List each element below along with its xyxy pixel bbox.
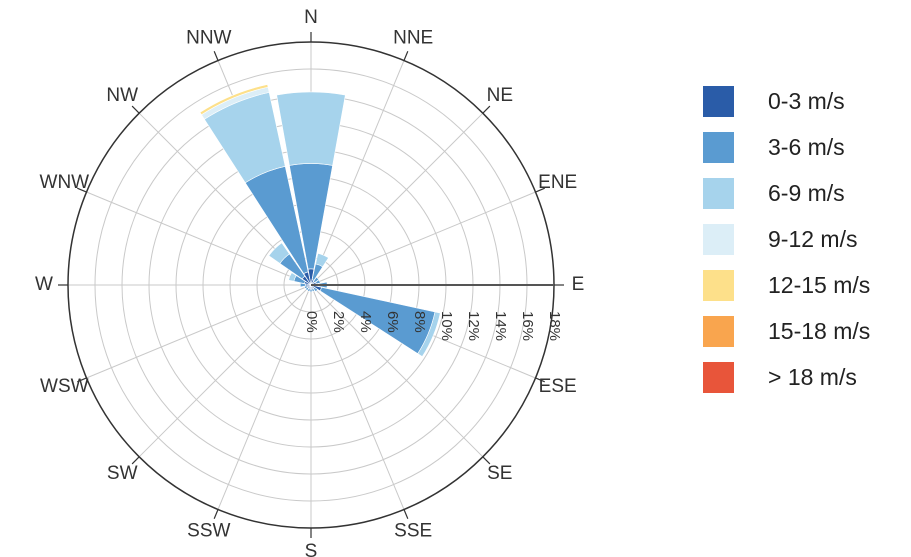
direction-label-nnw: NNW <box>186 27 231 48</box>
legend-label: 9-12 m/s <box>768 226 857 253</box>
legend-label: 3-6 m/s <box>768 134 845 161</box>
radial-tick-label: 8% <box>411 311 428 333</box>
legend-swatch <box>703 224 734 255</box>
legend-item[interactable]: > 18 m/s <box>703 354 870 400</box>
radial-tick-label: 10% <box>438 311 455 341</box>
direction-label-ne: NE <box>487 85 513 106</box>
legend-item[interactable]: 6-9 m/s <box>703 170 870 216</box>
legend-label: 15-18 m/s <box>768 318 870 345</box>
radial-tick-label: 14% <box>492 311 509 341</box>
direction-label-ene: ENE <box>538 172 577 193</box>
direction-label-w: W <box>35 274 53 295</box>
direction-label-e: E <box>572 274 585 295</box>
direction-label-nne: NNE <box>393 27 433 48</box>
legend-label: 6-9 m/s <box>768 180 845 207</box>
legend-item[interactable]: 9-12 m/s <box>703 216 870 262</box>
direction-label-s: S <box>305 541 318 557</box>
direction-label-se: SE <box>487 463 512 484</box>
direction-label-sse: SSE <box>394 521 432 542</box>
radial-tick-label: 18% <box>546 311 563 341</box>
direction-tick <box>404 510 408 519</box>
direction-tick <box>404 51 408 60</box>
legend-item[interactable]: 3-6 m/s <box>703 124 870 170</box>
radial-tick-label: 16% <box>519 311 536 341</box>
legend-label: 0-3 m/s <box>768 88 845 115</box>
radial-tick-label: 12% <box>465 311 482 341</box>
legend: 0-3 m/s 3-6 m/s 6-9 m/s 9-12 m/s 12-15 m/s 15… <box>703 78 870 400</box>
wind-rose-chart: N NNE NE ENE E ESE SE SSE S SSW SW WSW W WNW NW NNW 0% 2%… <box>0 0 640 557</box>
direction-label-ssw: SSW <box>187 521 230 542</box>
legend-swatch <box>703 178 734 209</box>
legend-item[interactable]: 15-18 m/s <box>703 308 870 354</box>
radial-tick-label: 0% <box>303 311 320 333</box>
direction-label-wsw: WSW <box>40 376 89 397</box>
direction-tick <box>132 106 139 113</box>
direction-tick <box>214 51 218 60</box>
legend-swatch <box>703 270 734 301</box>
radial-tick-label: 2% <box>330 311 347 333</box>
legend-label: > 18 m/s <box>768 364 857 391</box>
direction-tick <box>214 510 218 519</box>
radial-tick-label: 6% <box>384 311 401 333</box>
direction-label-nw: NW <box>106 85 138 106</box>
legend-item[interactable]: 12-15 m/s <box>703 262 870 308</box>
direction-label-ese: ESE <box>539 376 577 397</box>
legend-swatch <box>703 316 734 347</box>
legend-swatch <box>703 362 734 393</box>
direction-label-n: N <box>304 7 318 28</box>
legend-item[interactable]: 0-3 m/s <box>703 78 870 124</box>
radial-tick-label: 4% <box>357 311 374 333</box>
legend-swatch <box>703 86 734 117</box>
legend-swatch <box>703 132 734 163</box>
direction-tick <box>483 106 490 113</box>
legend-label: 12-15 m/s <box>768 272 870 299</box>
direction-label-sw: SW <box>107 463 138 484</box>
direction-label-wnw: WNW <box>40 172 90 193</box>
